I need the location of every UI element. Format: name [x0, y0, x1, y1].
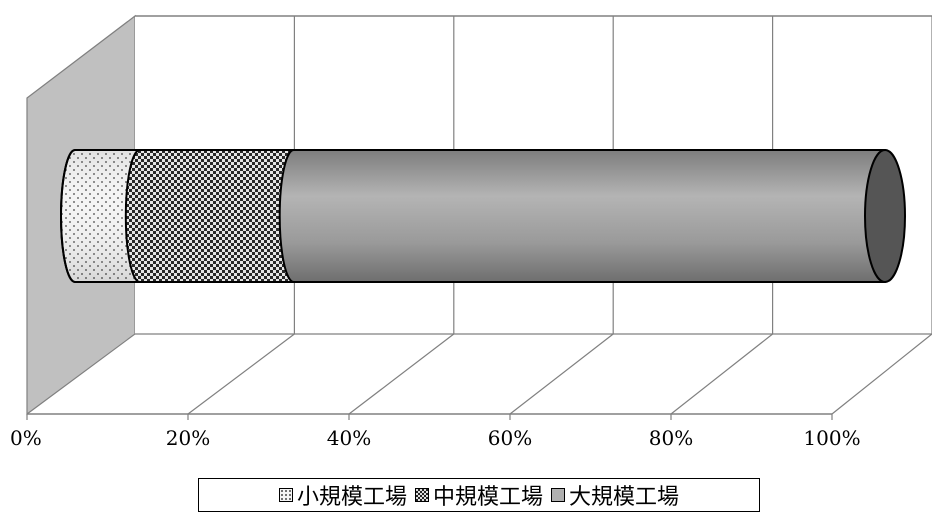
legend-label: 中規模工場 [432, 485, 543, 510]
tick-label: 60% [488, 426, 532, 450]
gridline-floor [187, 333, 295, 415]
tick-label: 0% [10, 426, 42, 450]
gridline-floor [670, 333, 773, 415]
legend: 小規模工場 中規模工場 大規模工場 [198, 478, 760, 512]
legend-swatch-dots [278, 488, 293, 502]
legend-swatch-checker [414, 488, 429, 502]
tick-label: 20% [166, 426, 210, 450]
gridline-floor [831, 333, 932, 415]
legend-item-medium: 中規模工場 [414, 479, 543, 511]
legend-label: 小規模工場 [296, 485, 407, 510]
legend-item-large: 大規模工場 [551, 479, 679, 511]
legend-item-small: 小規模工場 [278, 479, 407, 511]
bar-segment-3 [278, 149, 900, 283]
legend-label: 大規模工場 [569, 485, 680, 510]
tick-label: 100% [803, 426, 860, 450]
tick-label: 40% [327, 426, 371, 450]
tick-label: 80% [649, 426, 693, 450]
gridline-floor [348, 333, 455, 415]
bar-start-cap [60, 149, 76, 283]
gridline-floor [509, 333, 614, 415]
legend-swatch-solid [551, 488, 565, 502]
bar-end-cap [864, 149, 906, 283]
